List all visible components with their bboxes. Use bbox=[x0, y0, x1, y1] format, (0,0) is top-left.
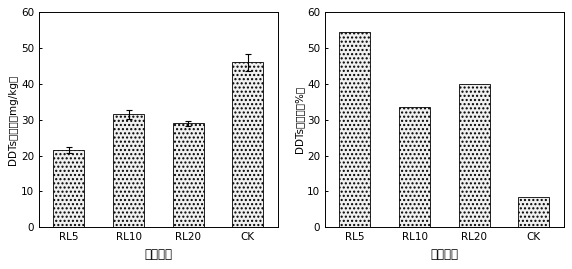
Bar bbox=[518, 197, 549, 227]
Bar bbox=[113, 114, 144, 227]
X-axis label: 不同处理: 不同处理 bbox=[144, 248, 172, 261]
Bar bbox=[339, 32, 371, 227]
Bar bbox=[53, 150, 85, 227]
Bar bbox=[459, 84, 490, 227]
X-axis label: 不同处理: 不同处理 bbox=[430, 248, 458, 261]
Y-axis label: DDTs降解率（%）: DDTs降解率（%） bbox=[295, 86, 304, 153]
Bar bbox=[173, 123, 204, 227]
Y-axis label: DDTs残留量（mg/kg）: DDTs残留量（mg/kg） bbox=[9, 75, 18, 165]
Bar bbox=[232, 62, 263, 227]
Bar bbox=[399, 107, 430, 227]
